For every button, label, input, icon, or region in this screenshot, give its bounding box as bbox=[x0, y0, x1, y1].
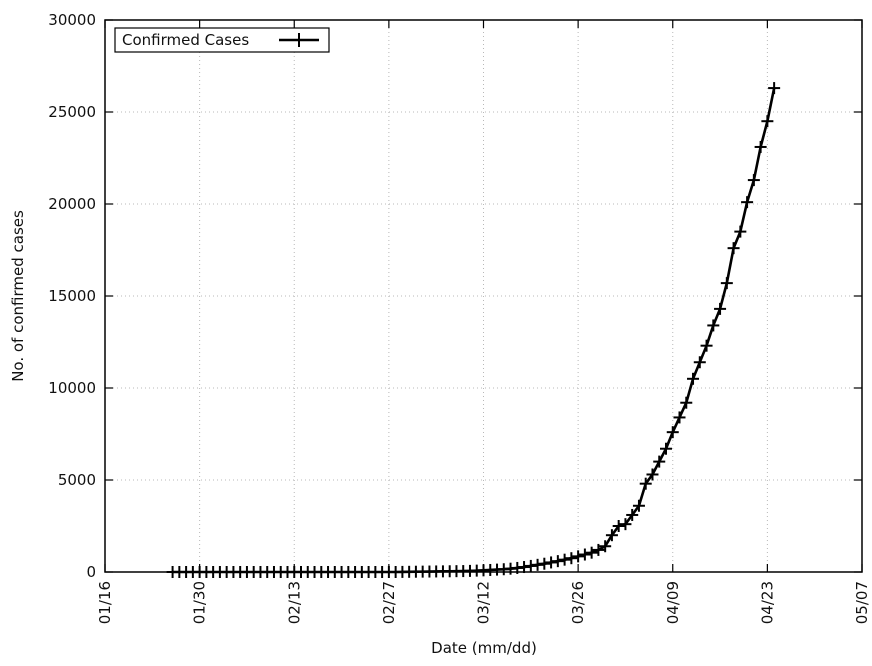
data-point bbox=[673, 411, 686, 424]
data-point bbox=[747, 174, 760, 187]
x-tick-label: 01/16 bbox=[96, 581, 114, 624]
x-tick-label: 01/30 bbox=[191, 581, 209, 624]
data-point bbox=[720, 277, 733, 290]
data-point bbox=[524, 559, 537, 572]
data-point bbox=[572, 550, 585, 563]
data-point bbox=[639, 477, 652, 490]
data-point bbox=[551, 555, 564, 568]
data-point bbox=[612, 520, 625, 532]
data-point bbox=[619, 518, 632, 531]
x-tick-label: 05/07 bbox=[853, 581, 871, 624]
x-tick-label: 03/26 bbox=[569, 581, 587, 624]
y-axis-title: No. of confirmed cases bbox=[9, 210, 27, 382]
grid-layer bbox=[105, 20, 862, 572]
data-point bbox=[605, 529, 618, 542]
series-line-confirmed-cases bbox=[172, 87, 776, 574]
y-tick-label: 5000 bbox=[58, 471, 96, 489]
data-point bbox=[578, 548, 591, 561]
legend-box bbox=[114, 27, 330, 53]
y-tick-label: 10000 bbox=[48, 379, 96, 397]
data-point bbox=[585, 546, 598, 559]
x-tick-label: 03/12 bbox=[475, 581, 493, 624]
data-point bbox=[707, 319, 720, 332]
axis-layer: 0 5000 10000 15000 20000 25000 30000 01/16 01/30… bbox=[48, 11, 871, 624]
x-tick-label: 02/27 bbox=[380, 581, 398, 624]
data-point bbox=[565, 552, 578, 565]
data-point bbox=[714, 302, 727, 315]
data-point bbox=[558, 553, 571, 566]
data-point bbox=[592, 543, 605, 556]
data-point bbox=[599, 540, 612, 553]
y-tick-label: 0 bbox=[86, 563, 96, 581]
data-point bbox=[518, 561, 531, 574]
y-tick-label: 25000 bbox=[48, 103, 96, 121]
series-layer bbox=[166, 82, 781, 578]
y-tick-label: 15000 bbox=[48, 287, 96, 305]
data-point bbox=[666, 426, 679, 439]
data-point bbox=[545, 556, 558, 569]
data-point bbox=[734, 225, 747, 238]
data-point bbox=[653, 455, 666, 468]
data-point bbox=[754, 140, 767, 153]
data-point bbox=[680, 396, 693, 409]
data-point bbox=[741, 196, 754, 209]
x-tick-label: 04/23 bbox=[758, 581, 776, 624]
data-point bbox=[659, 442, 672, 455]
x-axis-title: Date (mm/dd) bbox=[431, 639, 537, 657]
data-point bbox=[538, 557, 551, 570]
x-tick-label: 02/13 bbox=[285, 581, 303, 624]
data-point bbox=[646, 468, 659, 481]
data-point bbox=[761, 115, 774, 128]
data-point bbox=[531, 558, 544, 571]
legend: Confirmed Cases bbox=[114, 27, 330, 53]
data-point bbox=[727, 242, 740, 255]
data-point bbox=[687, 372, 700, 385]
data-point bbox=[700, 339, 713, 352]
y-tick-label: 30000 bbox=[48, 11, 96, 29]
data-point bbox=[632, 499, 645, 512]
y-tick-label: 20000 bbox=[48, 195, 96, 213]
data-point bbox=[768, 82, 781, 95]
data-point bbox=[693, 356, 706, 369]
legend-label: Confirmed Cases bbox=[122, 31, 249, 49]
data-point bbox=[626, 508, 639, 521]
x-tick-label: 04/09 bbox=[664, 581, 682, 624]
